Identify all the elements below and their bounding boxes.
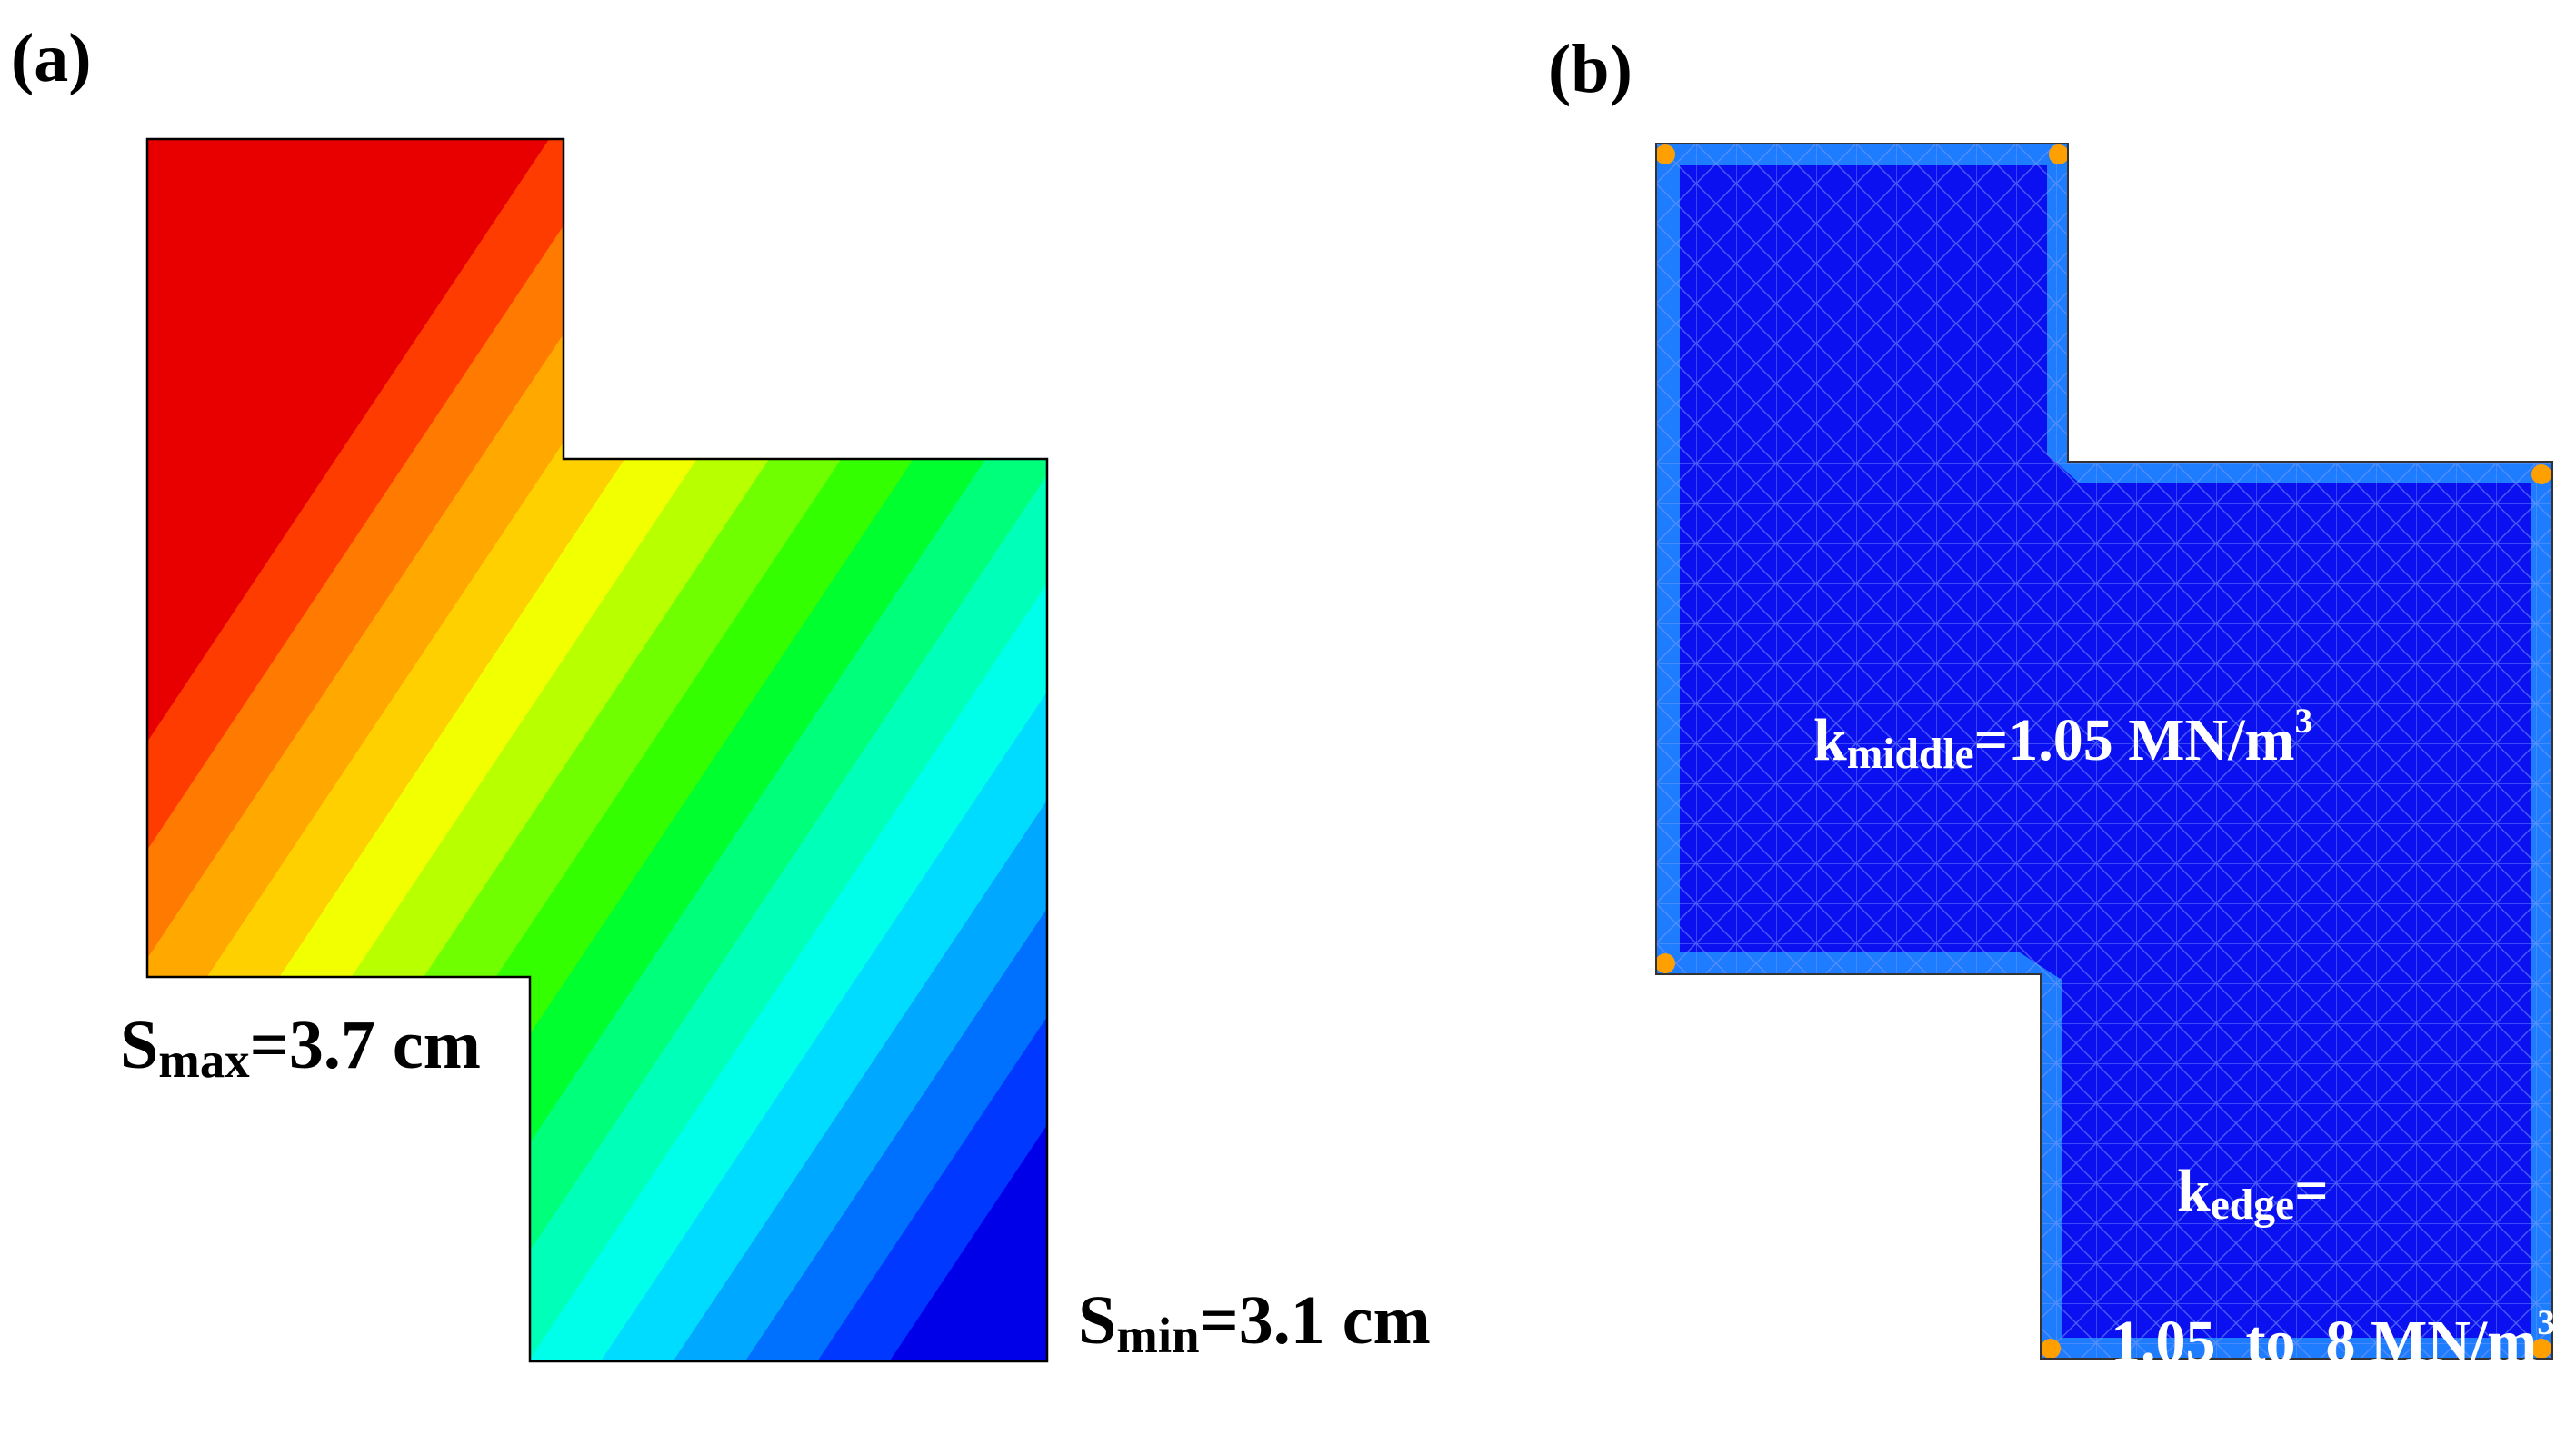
- k-edge-equals: =: [2294, 1158, 2329, 1224]
- k-edge-subscript: edge: [2210, 1181, 2295, 1229]
- smax-subscript: max: [158, 1031, 250, 1088]
- panel-a-label: (a): [11, 20, 92, 96]
- panel-a-outline: [145, 137, 1049, 1363]
- smax-annotation: Smax=3.7 cm: [120, 1011, 481, 1085]
- panel-b-modulus: [1656, 144, 2552, 1359]
- k-middle-subscript: middle: [1846, 730, 1974, 778]
- k-edge-range-superscript: 3: [2537, 1302, 2556, 1343]
- corner-spring-high: [1656, 144, 1675, 164]
- panel-a-contour: [147, 139, 1047, 1361]
- smin-subscript: min: [1116, 1307, 1200, 1363]
- corner-spring-high: [2531, 1339, 2551, 1359]
- k-edge-symbol: k: [2177, 1158, 2211, 1224]
- figure: (a) (b) Smax=3.7 cm Smin=3.1 cm kmiddle=…: [11, 20, 2553, 1363]
- smin-symbol: S: [1078, 1282, 1117, 1359]
- k-edge-range-value: 1.05 to 8 MN/m: [2111, 1309, 2538, 1375]
- smin-annotation: Smin=3.1 cm: [1078, 1286, 1431, 1360]
- figure-canvas: [145, 137, 2553, 1363]
- corner-spring-high: [2049, 144, 2069, 164]
- panel-b-label: (b): [1548, 31, 1632, 107]
- k-edge-range: 1.05 to 8 MN/m3: [2051, 1252, 2555, 1432]
- k-middle-symbol: k: [1813, 707, 1847, 773]
- smin-value: =3.1 cm: [1199, 1282, 1431, 1359]
- k-edge-annotation: kedge=: [2177, 1158, 2329, 1227]
- corner-spring-high: [2531, 464, 2551, 484]
- k-middle-value: =1.05 MN/m: [1973, 707, 2295, 773]
- panel-b-outline: [1655, 143, 2553, 1360]
- smax-value: =3.7 cm: [249, 1007, 481, 1083]
- smax-symbol: S: [120, 1007, 159, 1083]
- corner-spring-high: [1656, 953, 1675, 973]
- k-middle-superscript: 3: [2294, 701, 2313, 742]
- k-middle-annotation: kmiddle=1.05 MN/m3: [1813, 703, 2312, 776]
- settlement-field: [147, 139, 1047, 1361]
- corner-spring-high: [2041, 1339, 2061, 1359]
